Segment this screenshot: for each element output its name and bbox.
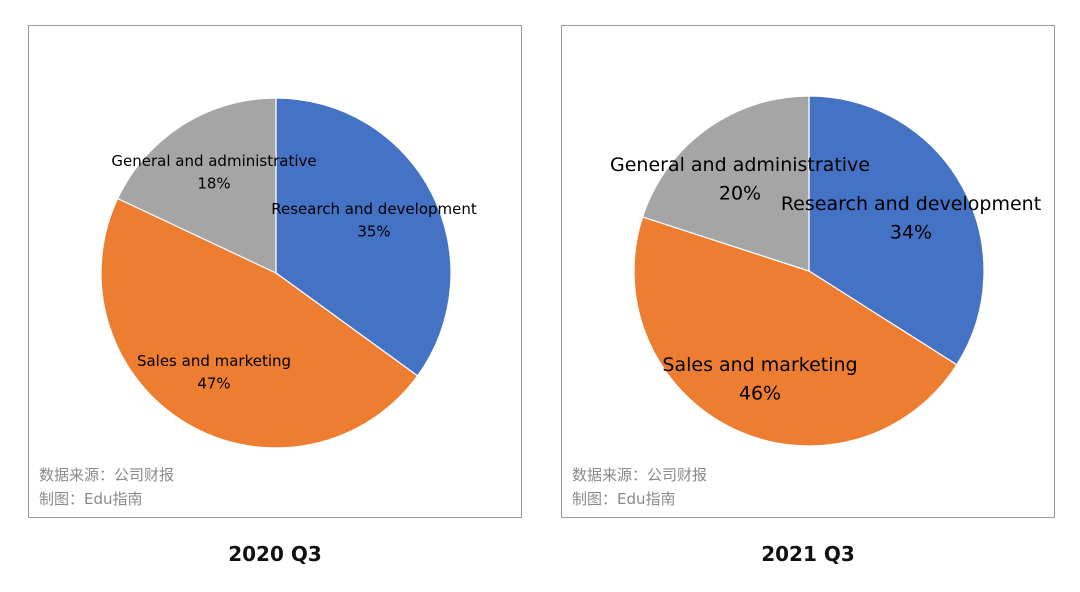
chart-title-2021: 2021 Q3 [761,542,855,566]
pie-slice-research-and-development [275,97,452,377]
pie-chart-2020: Research and development 35% Sales and mar… [100,97,477,449]
pie-slice-sales-and-marketing [633,216,958,447]
slice-value-label-research-and-development: 35% [357,223,390,241]
pie-chart-panel-2021: Research and development 34% Sales and mar… [561,25,1055,518]
slice-label-research-and-development: Research and development [271,200,477,218]
pie-chart-2021: Research and development 34% Sales and mar… [610,95,1041,447]
slice-label-general-and-administrative: General and administrative [610,154,870,176]
chart-title-2020: 2020 Q3 [228,542,322,566]
source-note: 数据来源：公司财报 制图：Edu指南 [39,463,174,511]
pie-chart-panel-2020: Research and development 35% Sales and mar… [28,25,522,518]
slice-label-general-and-administrative: General and administrative [111,152,316,170]
slice-value-label-general-and-administrative: 20% [719,183,761,205]
source-line-data: 数据来源：公司财报 [39,466,175,484]
slice-label-sales-and-marketing: Sales and marketing [137,352,291,370]
source-line-author: 制图：Edu指南 [39,490,143,508]
slice-value-label-sales-and-marketing: 46% [739,383,781,405]
slice-value-label-sales-and-marketing: 47% [197,375,230,393]
pie-slice-sales-and-marketing [100,197,419,449]
source-note: 数据来源：公司财报 制图：Edu指南 [572,463,707,511]
source-line-data: 数据来源：公司财报 [572,466,708,484]
pie-slice-general-and-administrative [116,97,277,274]
source-line-author: 制图：Edu指南 [572,490,676,508]
pie-slice-research-and-development [808,95,985,366]
slice-label-research-and-development: Research and development [781,193,1041,215]
slice-value-label-general-and-administrative: 18% [197,175,230,193]
slice-value-label-research-and-development: 34% [890,222,932,244]
slice-label-sales-and-marketing: Sales and marketing [662,354,857,376]
pie-slice-general-and-administrative [641,95,810,272]
